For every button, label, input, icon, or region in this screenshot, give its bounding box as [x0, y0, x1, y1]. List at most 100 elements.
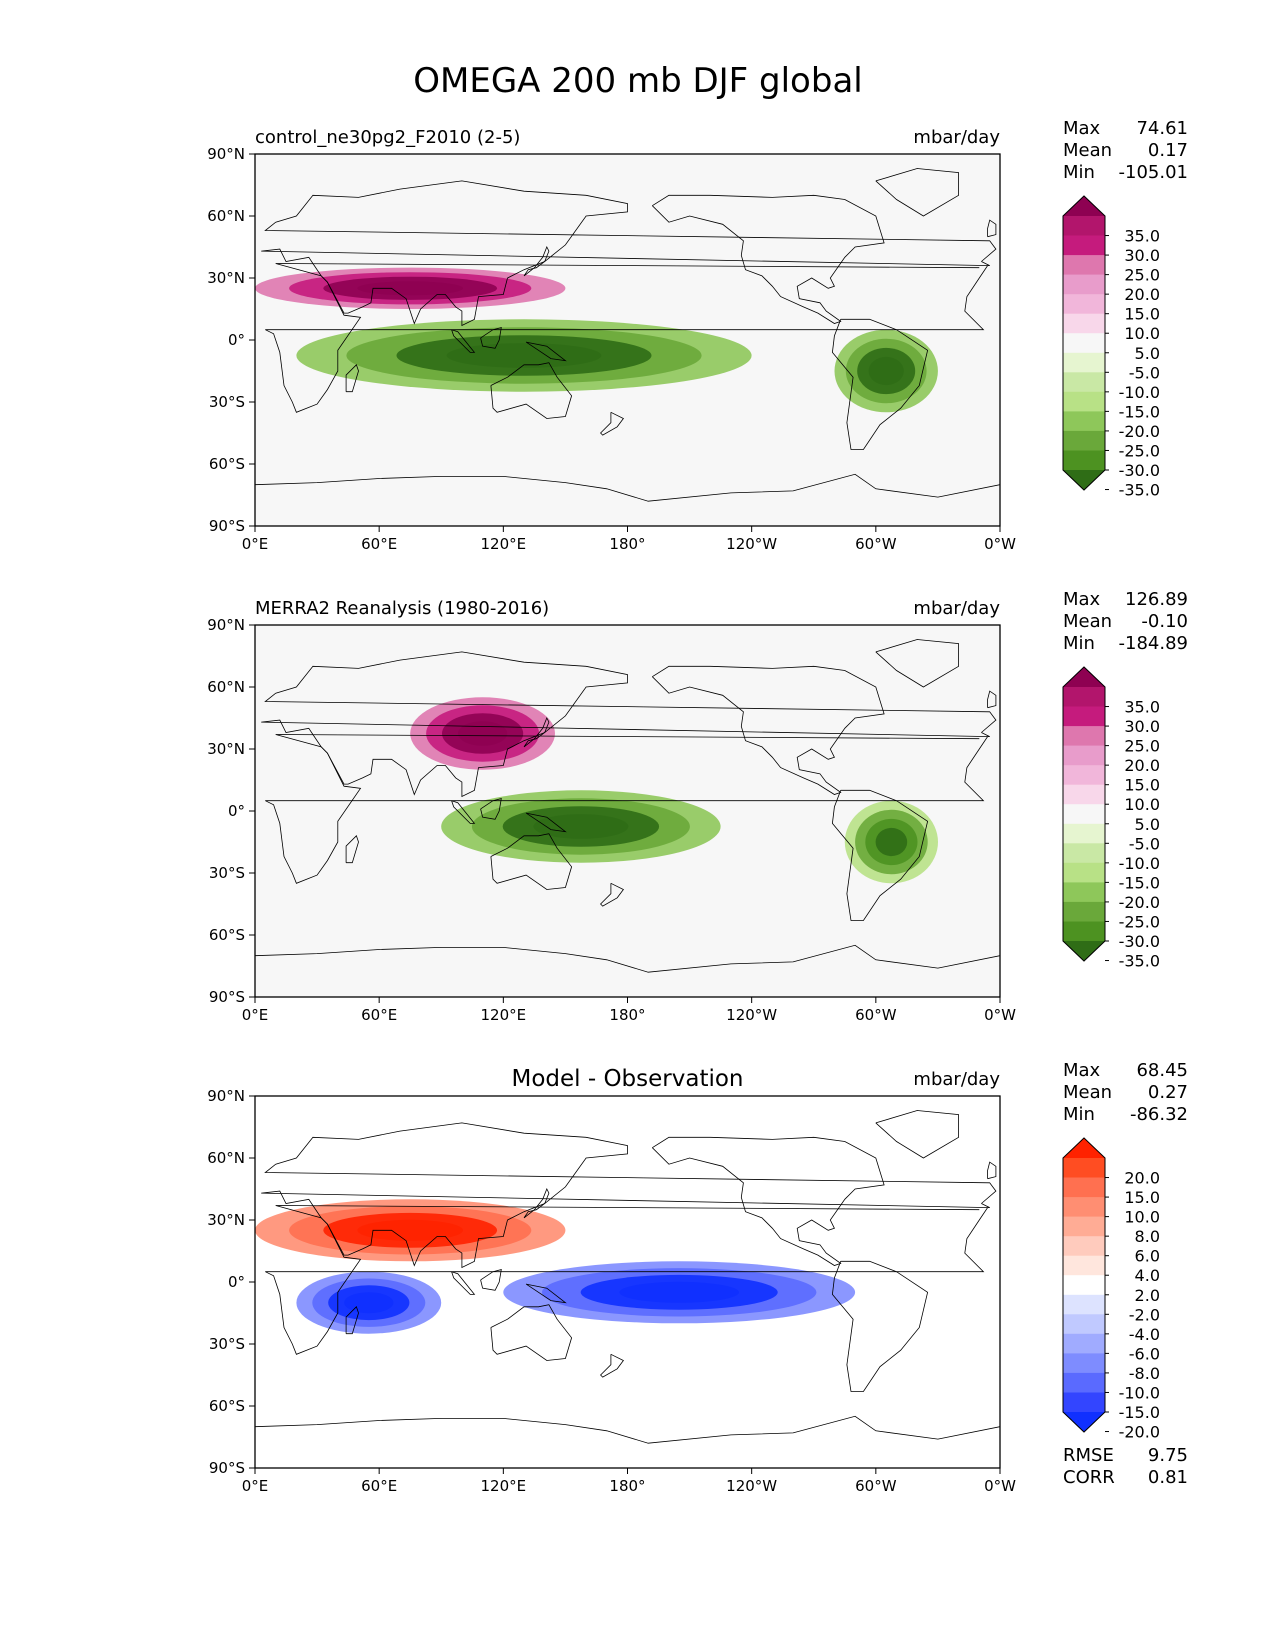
- coastline-uk: [987, 219, 997, 238]
- figure-title: OMEGA 200 mb DJF global: [413, 61, 862, 101]
- stat-label: Mean: [1063, 140, 1112, 161]
- colorbar-label: -30.0: [1119, 932, 1160, 951]
- coastline-uk: [987, 1161, 997, 1180]
- colorbar-label: 15.0: [1124, 776, 1160, 795]
- colorbar-label: -2.0: [1129, 1305, 1160, 1324]
- colorbar: 20.015.010.08.06.04.02.0-2.0-4.0-6.0-8.0…: [1062, 1137, 1160, 1442]
- stat-label: Max: [1063, 1060, 1101, 1081]
- y-tick-label: 90°S: [209, 1459, 245, 1477]
- colorbar-segment: [1063, 430, 1105, 451]
- y-tick-label: 90°N: [207, 616, 245, 634]
- colorbar-label: 8.0: [1135, 1227, 1160, 1246]
- field-feature-3-ring-4: [875, 827, 908, 857]
- panel-1: 0°E 60°E 120°E 180° 120°W 60°W 0°W 90°N 60°N 30°N…: [207, 118, 1188, 553]
- stat-label: Max: [1063, 118, 1101, 139]
- colorbar-label: 35.0: [1124, 698, 1160, 717]
- colorbar-extend-bottom: [1063, 1412, 1105, 1432]
- colorbar-label: -10.0: [1119, 1383, 1160, 1402]
- colorbar-label: 20.0: [1124, 756, 1160, 775]
- colorbar-label: 15.0: [1124, 305, 1160, 324]
- coastline-northAmerica: [652, 1136, 885, 1266]
- metric-label: CORR: [1063, 1467, 1115, 1488]
- colorbar-segment: [1063, 765, 1105, 786]
- coastline-northAmerica: [652, 194, 885, 324]
- colorbar-segment: [1063, 1255, 1105, 1276]
- colorbar-extend-top: [1063, 667, 1105, 687]
- coastline-japan: [523, 717, 550, 748]
- field-feature-1-ring-4: [357, 281, 464, 296]
- coastline-southAmerica: [831, 789, 929, 921]
- stat-value: -184.89: [1119, 633, 1188, 654]
- coastline-japan: [523, 1188, 550, 1219]
- colorbar-label: -20.0: [1119, 422, 1160, 441]
- x-tick-label: 60°W: [855, 1006, 897, 1024]
- colorbar-segment: [1063, 804, 1105, 825]
- y-tick-label: 30°N: [207, 1211, 245, 1229]
- coastline-sumatra: [451, 329, 476, 353]
- coastline-newZealand: [600, 1353, 625, 1378]
- y-tick-label: 0°: [228, 802, 245, 820]
- colorbar-label: -25.0: [1119, 912, 1160, 931]
- coastline-australia: [490, 833, 573, 890]
- colorbar-label: -5.0: [1129, 834, 1160, 853]
- colorbar-label: -5.0: [1129, 363, 1160, 382]
- stat-value: -0.10: [1141, 611, 1188, 632]
- coastline-newGuinea: [525, 1283, 567, 1304]
- coastline-antarctica: [255, 944, 1000, 973]
- colorbar-label: 5.0: [1135, 815, 1160, 834]
- colorbar-segment: [1063, 882, 1105, 903]
- x-tick-label: 180°: [609, 535, 645, 553]
- panel-title: control_ne30pg2_F2010 (2-5): [255, 127, 520, 148]
- coastlines: [255, 168, 1000, 502]
- y-tick-label: 60°S: [209, 926, 245, 944]
- field-feature-2-ring-4: [344, 1292, 394, 1314]
- colorbar-label: 15.0: [1124, 1188, 1160, 1207]
- stat-label: Min: [1063, 633, 1095, 654]
- x-tick-label: 120°W: [726, 1477, 777, 1495]
- coastline-madagascar: [345, 1306, 359, 1335]
- panel-2: 0°E 60°E 120°E 180° 120°W 60°W 0°W 90°N 60°N 30°N…: [207, 589, 1188, 1024]
- x-tick-label: 120°E: [481, 1477, 527, 1495]
- colorbar-segment: [1063, 921, 1105, 942]
- colorbar-segment: [1063, 1372, 1105, 1393]
- colorbar-extend-bottom: [1063, 941, 1105, 961]
- y-tick-label: 30°S: [209, 1335, 245, 1353]
- colorbar-label: -6.0: [1129, 1344, 1160, 1363]
- metric-value: 9.75: [1148, 1445, 1188, 1466]
- x-tick-label: 0°W: [984, 1477, 1016, 1495]
- colorbar-extend-top: [1063, 196, 1105, 216]
- colorbar-label: 30.0: [1124, 246, 1160, 265]
- x-tick-label: 60°E: [361, 1477, 397, 1495]
- coastline-newZealand: [600, 411, 625, 436]
- colorbar-label: 25.0: [1124, 266, 1160, 285]
- colorbar-segment: [1063, 726, 1105, 747]
- colorbar-label: 5.0: [1135, 344, 1160, 363]
- stat-value: 74.61: [1136, 118, 1188, 139]
- field-feature-2-ring-4: [446, 343, 602, 368]
- colorbar-extend-bottom: [1063, 470, 1105, 490]
- colorbar-label: -35.0: [1119, 952, 1160, 971]
- colorbar-label: -10.0: [1119, 383, 1160, 402]
- colorbar-label: -15.0: [1119, 1403, 1160, 1422]
- colorbar-label: 20.0: [1124, 1169, 1160, 1188]
- colorbar-segment: [1063, 1158, 1105, 1178]
- colorbar-label: -35.0: [1119, 481, 1160, 500]
- colorbar-segment: [1063, 1294, 1105, 1315]
- y-tick-label: 30°S: [209, 864, 245, 882]
- colorbar-label: 20.0: [1124, 285, 1160, 304]
- coastline-antarctica: [255, 473, 1000, 502]
- x-tick-label: 0°W: [984, 535, 1016, 553]
- x-tick-label: 0°E: [242, 1006, 269, 1024]
- colorbar-label: 10.0: [1124, 795, 1160, 814]
- stat-value: -86.32: [1130, 1104, 1188, 1125]
- coastline-newZealand: [600, 882, 625, 907]
- stat-value: -105.01: [1119, 162, 1188, 183]
- colorbar-segment: [1063, 706, 1105, 727]
- field-feature-3-ring-4: [868, 356, 904, 386]
- coastline-newGuinea: [525, 812, 567, 833]
- colorbar-label: -30.0: [1119, 461, 1160, 480]
- colorbar-segment: [1063, 1197, 1105, 1218]
- coastline-eurasia: [261, 180, 997, 327]
- panel-units: mbar/day: [913, 127, 1000, 148]
